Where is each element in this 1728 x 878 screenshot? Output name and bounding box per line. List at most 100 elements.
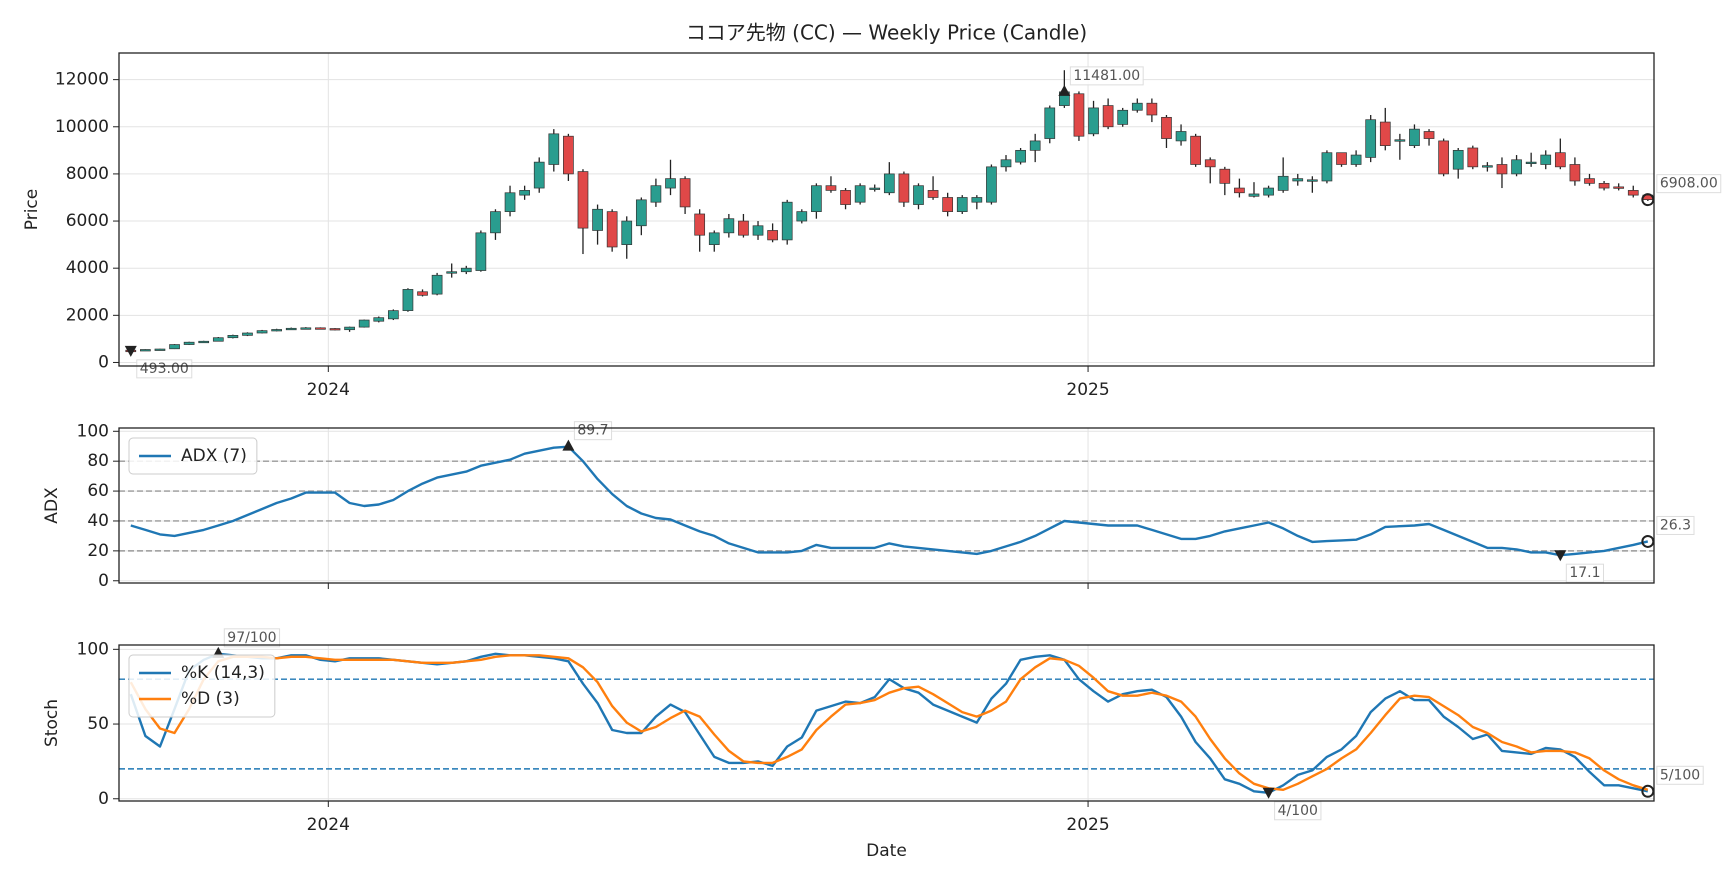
candle-body: [140, 349, 151, 352]
candle-body: [971, 197, 983, 203]
candle-body: [1627, 190, 1639, 196]
candle-body: [1234, 187, 1245, 194]
candle-body: [1569, 164, 1581, 182]
candle-body: [431, 274, 443, 295]
plot-frame: [118, 644, 1655, 802]
annotation-box: [1656, 174, 1722, 194]
candle-body: [927, 190, 939, 198]
candle-body: [242, 332, 253, 336]
candle-body: [694, 213, 706, 236]
y-tick-label: 0: [98, 789, 109, 809]
candle-body: [1204, 159, 1216, 168]
candle-body: [825, 185, 837, 191]
candle-body: [183, 341, 195, 345]
plot-frame: [118, 52, 1655, 367]
candle-body: [227, 335, 239, 339]
candle-body: [956, 197, 968, 212]
annotation-label: 11481.00: [1073, 68, 1140, 84]
annotation-marker: [124, 345, 137, 357]
annotation-marker: [1554, 550, 1567, 562]
candle-body: [358, 319, 370, 328]
annotation-label: 97/100: [227, 630, 276, 646]
candle-body: [738, 220, 749, 236]
candle-body: [1394, 139, 1406, 142]
candle-body: [898, 173, 910, 203]
candle-body: [1306, 179, 1318, 182]
candle-body: [475, 232, 487, 271]
candle-body: [1131, 102, 1143, 111]
candle-body: [1584, 178, 1595, 184]
annotation-label: 6908.00: [1660, 176, 1718, 192]
candle-body: [402, 289, 414, 311]
annotation-label: 4/100: [1278, 803, 1318, 819]
candle-body: [1219, 168, 1231, 184]
candle-body: [592, 208, 603, 231]
y-axis-label: ADX: [42, 487, 62, 524]
legend-label: %K (14,3): [181, 663, 265, 683]
annotation-box: [1656, 515, 1695, 535]
candle-body: [315, 327, 326, 330]
annotation-label: 493.00: [140, 361, 189, 377]
candle-body: [1000, 159, 1012, 168]
candle-body: [563, 135, 574, 175]
candle-body: [650, 185, 662, 203]
candle-body: [1263, 187, 1274, 196]
candle-body: [781, 201, 793, 241]
y-tick-label: 8000: [66, 164, 109, 184]
y-tick-label: 80: [87, 451, 109, 471]
y-tick-label: 100: [77, 421, 109, 441]
candle-body: [460, 267, 472, 273]
candle-body: [1073, 93, 1085, 137]
legend-box: [128, 437, 258, 475]
x-tick-label: 2024: [307, 380, 350, 400]
y-tick-label: 0: [98, 571, 109, 591]
candle-body: [883, 173, 895, 194]
candle-body: [519, 190, 530, 196]
candle-body: [869, 187, 881, 190]
candle-body: [840, 190, 851, 205]
candle-body: [621, 220, 633, 245]
candle-body: [1613, 186, 1625, 189]
plot-frame: [118, 427, 1655, 584]
candle-body: [1117, 109, 1129, 125]
candle-body: [723, 218, 735, 234]
candle-body: [417, 291, 428, 296]
annotation-box: [1565, 563, 1604, 583]
candle-body: [198, 340, 210, 344]
candle-body: [1336, 152, 1347, 165]
candle-body: [1379, 121, 1391, 146]
legend-box: [128, 654, 276, 718]
y-axis-label: Price: [22, 189, 42, 230]
candle-body: [606, 211, 618, 248]
candle-body: [1029, 140, 1041, 151]
candle-body: [548, 133, 560, 165]
chart-title: ココア先物 (CC) — Weekly Price (Candle): [686, 21, 1087, 45]
candle-body: [708, 232, 720, 245]
candle-body: [154, 348, 166, 351]
y-tick-label: 12000: [55, 70, 109, 90]
series-line: [129, 654, 1649, 791]
candle-body: [665, 178, 676, 189]
candle-body: [679, 178, 691, 208]
candle-body: [1321, 152, 1333, 182]
candle-body: [300, 327, 312, 330]
candle-body: [1482, 165, 1493, 168]
candle-body: [1540, 154, 1552, 165]
candle-body: [1175, 131, 1187, 142]
candle-body: [577, 171, 589, 229]
annotation-box: [573, 421, 613, 441]
candle-body: [1409, 128, 1420, 146]
candle-body: [854, 185, 866, 203]
candle-body: [635, 199, 647, 227]
legend-label: %D (3): [181, 689, 240, 709]
series-line: [130, 445, 1649, 557]
candle-body: [1292, 178, 1304, 182]
annotation-marker: [1262, 787, 1275, 799]
y-tick-label: 20: [87, 541, 109, 561]
candle-body: [1598, 182, 1610, 189]
y-axis-label: Stoch: [42, 699, 62, 747]
candle-body: [271, 329, 282, 332]
annotation-label: 17.1: [1569, 565, 1600, 581]
candle-body: [752, 225, 764, 236]
